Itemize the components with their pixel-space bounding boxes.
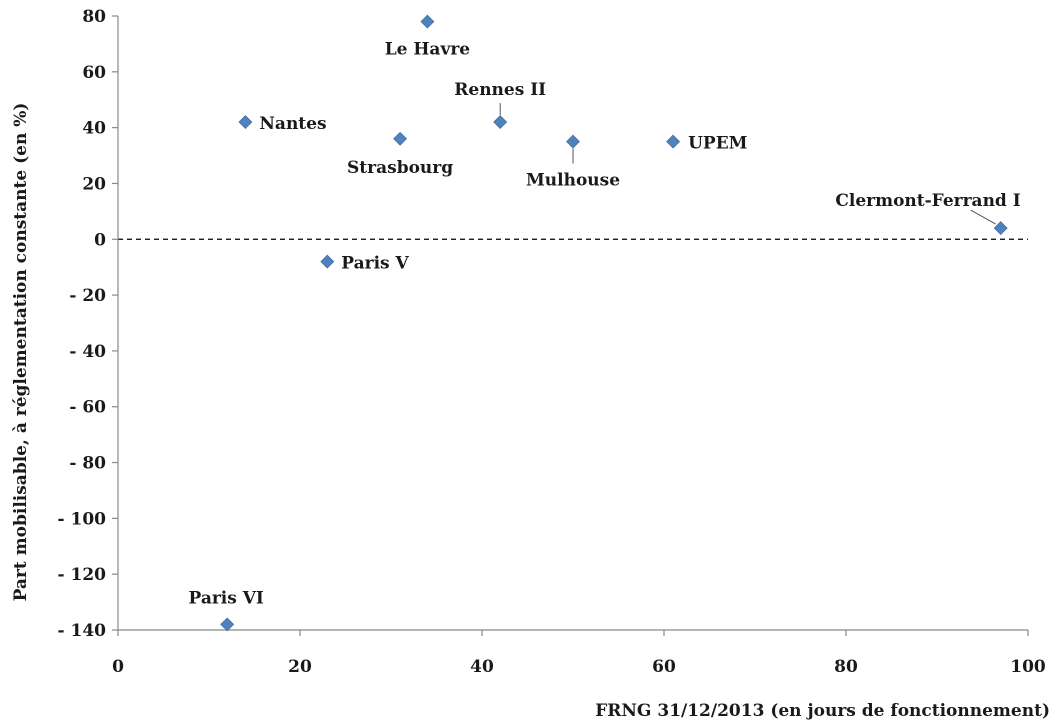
x-tick-label: 20 (288, 657, 312, 677)
label-leaders (499, 103, 996, 225)
label-leader-line (970, 209, 996, 225)
data-point (493, 115, 508, 129)
y-tick-label: - 40 (69, 342, 106, 362)
data-point-label: Le Havre (385, 40, 471, 60)
y-tick-label: - 20 (69, 286, 106, 306)
y-tick-label: - 140 (58, 621, 107, 641)
data-point-label: Paris V (341, 254, 409, 274)
axis-titles: FRNG 31/12/2013 (en jours de fonctionnem… (11, 103, 1050, 721)
x-tick-label: 60 (652, 657, 676, 677)
data-point-label: Mulhouse (526, 171, 620, 191)
data-point-label: UPEM (688, 134, 748, 154)
y-tick-label: 0 (94, 230, 106, 250)
data-point (420, 14, 435, 29)
data-point-label: Strasbourg (347, 158, 453, 178)
data-point (666, 134, 681, 149)
data-point (320, 254, 335, 269)
data-point (393, 131, 408, 146)
data-point-label: Clermont-Ferrand I (835, 191, 1020, 211)
y-tick-label: - 80 (69, 454, 106, 474)
point-labels: Le Havre Nantes Strasbourg Rennes II Mulhous… (189, 40, 1021, 609)
data-point-label: Nantes (259, 114, 326, 134)
data-points (220, 14, 1008, 632)
x-axis-title: FRNG 31/12/2013 (en jours de fonctionnem… (595, 701, 1050, 721)
data-point (566, 134, 580, 149)
data-point (220, 617, 235, 632)
x-tick-label: 40 (470, 657, 494, 677)
y-tick-label: 60 (82, 63, 106, 83)
axes: 80 60 40 20 0 - 20 - 40 - 60 - 80 - 100 - 120 - 140… (58, 7, 1046, 677)
x-tick-label: 0 (112, 657, 124, 677)
y-axis-title: Part mobilisable, à réglementation const… (11, 103, 31, 602)
data-point-label: Paris VI (189, 588, 264, 608)
x-tick-label: 80 (834, 657, 858, 677)
y-tick-label: 20 (82, 174, 106, 194)
data-point (238, 115, 253, 129)
y-tick-label: - 60 (69, 398, 106, 418)
y-tick-label: - 100 (58, 509, 107, 529)
data-point (993, 221, 1008, 236)
data-point-label: Rennes II (454, 80, 546, 100)
y-tick-label: 40 (82, 119, 106, 139)
x-tick-label: 100 (1010, 657, 1046, 677)
y-tick-label: - 120 (58, 565, 107, 585)
y-tick-label: 80 (82, 7, 106, 27)
